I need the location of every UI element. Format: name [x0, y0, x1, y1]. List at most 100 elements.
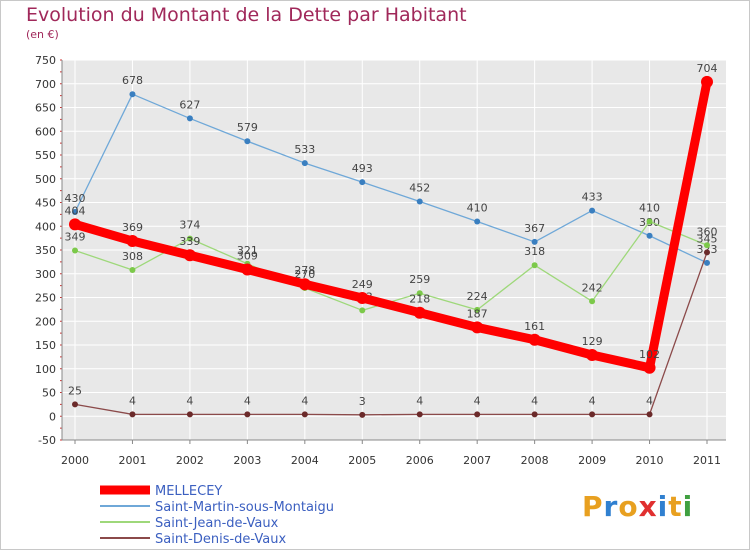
data-point	[589, 207, 596, 214]
y-tick-label: 500	[35, 173, 56, 186]
y-tick-label: 200	[35, 315, 56, 328]
data-point	[531, 262, 538, 269]
data-label: 4	[301, 394, 308, 407]
x-tick-label: 2001	[118, 454, 146, 467]
x-tick-label: 2003	[233, 454, 261, 467]
data-point	[129, 411, 136, 418]
data-label: 270	[294, 268, 315, 281]
x-tick-label: 2010	[636, 454, 664, 467]
data-point	[589, 298, 596, 305]
data-label: 360	[697, 225, 718, 238]
data-point	[183, 249, 196, 262]
y-tick-label: 750	[35, 54, 56, 67]
data-label: 259	[409, 273, 430, 286]
data-label: 339	[179, 235, 200, 248]
data-label: 345	[697, 232, 718, 245]
data-point	[474, 306, 481, 313]
data-point	[359, 307, 366, 314]
data-label: 627	[179, 98, 200, 111]
legend-label: Saint-Martin-sous-Montaigu	[155, 500, 334, 515]
data-label: 493	[352, 162, 373, 175]
data-point	[72, 247, 78, 254]
data-point	[643, 361, 656, 374]
y-tick-label: -50	[38, 434, 56, 447]
data-label: 4	[129, 394, 136, 407]
data-label: 678	[122, 74, 143, 87]
x-tick-label: 2011	[693, 454, 721, 467]
data-point	[416, 290, 423, 297]
y-tick-label: 100	[35, 363, 56, 376]
logo-letter: o	[618, 490, 639, 523]
data-point	[416, 411, 423, 418]
legend-label: MELLECEY	[155, 484, 222, 499]
data-label: 218	[409, 293, 430, 306]
data-label: 374	[179, 219, 200, 232]
data-label: 308	[122, 250, 143, 263]
y-tick-label: 400	[35, 220, 56, 233]
data-label: 4	[474, 394, 481, 407]
x-tick-label: 2005	[348, 454, 376, 467]
data-label: 129	[582, 335, 603, 348]
data-label: 224	[467, 290, 488, 303]
data-label: 25	[68, 384, 82, 397]
logo-letter: r	[603, 490, 619, 523]
data-point	[704, 259, 710, 266]
proxiti-logo: Proxiti	[582, 490, 693, 523]
data-label: 410	[467, 202, 488, 215]
data-label: 4	[646, 394, 653, 407]
data-point	[646, 218, 653, 225]
data-label: 278	[294, 264, 315, 277]
data-label: 249	[352, 278, 373, 291]
data-label: 4	[416, 394, 423, 407]
chart-unit: (en €)	[26, 28, 59, 41]
x-tick-label: 2007	[463, 454, 491, 467]
data-point	[359, 179, 366, 186]
data-point	[586, 348, 599, 361]
data-point	[701, 75, 713, 88]
logo-letter: x	[638, 490, 658, 523]
data-label: 187	[467, 307, 488, 320]
y-tick-label: 550	[35, 149, 56, 162]
data-point	[474, 411, 481, 418]
x-tick-label: 2002	[176, 454, 204, 467]
y-tick-label: 50	[42, 387, 56, 400]
data-point	[301, 160, 308, 167]
y-tick-label: 150	[35, 339, 56, 352]
data-label: 704	[697, 62, 718, 75]
y-tick-label: 0	[49, 410, 56, 423]
data-point	[244, 138, 251, 145]
y-tick-label: 700	[35, 78, 56, 91]
data-point	[72, 401, 78, 408]
logo-letter: P	[582, 490, 604, 523]
y-tick-label: 350	[35, 244, 56, 257]
data-label: 410	[639, 202, 660, 215]
y-tick-label: 300	[35, 268, 56, 281]
data-point	[474, 218, 481, 225]
logo-letter: i	[682, 490, 694, 523]
data-label: 4	[531, 394, 538, 407]
data-point	[704, 249, 710, 256]
data-point	[129, 266, 136, 273]
data-label: 369	[122, 221, 143, 234]
data-label: 452	[409, 182, 430, 195]
series-line-3	[74, 252, 708, 416]
data-point	[301, 411, 308, 418]
y-tick-label: 600	[35, 125, 56, 138]
data-point	[471, 321, 484, 334]
x-tick-label: 2004	[291, 454, 319, 467]
data-point	[241, 263, 254, 276]
data-label: 102	[639, 348, 660, 361]
x-tick-label: 2009	[578, 454, 606, 467]
x-tick-label: 2008	[521, 454, 549, 467]
data-label: 430	[65, 192, 86, 205]
data-label: 242	[582, 281, 603, 294]
data-label: 318	[524, 245, 545, 258]
y-tick-label: 650	[35, 102, 56, 115]
data-point	[531, 411, 538, 418]
legend-label: Saint-Jean-de-Vaux	[155, 516, 279, 531]
data-point	[589, 411, 596, 418]
y-tick-label: 450	[35, 197, 56, 210]
data-point	[646, 232, 653, 239]
data-label: 579	[237, 121, 258, 134]
